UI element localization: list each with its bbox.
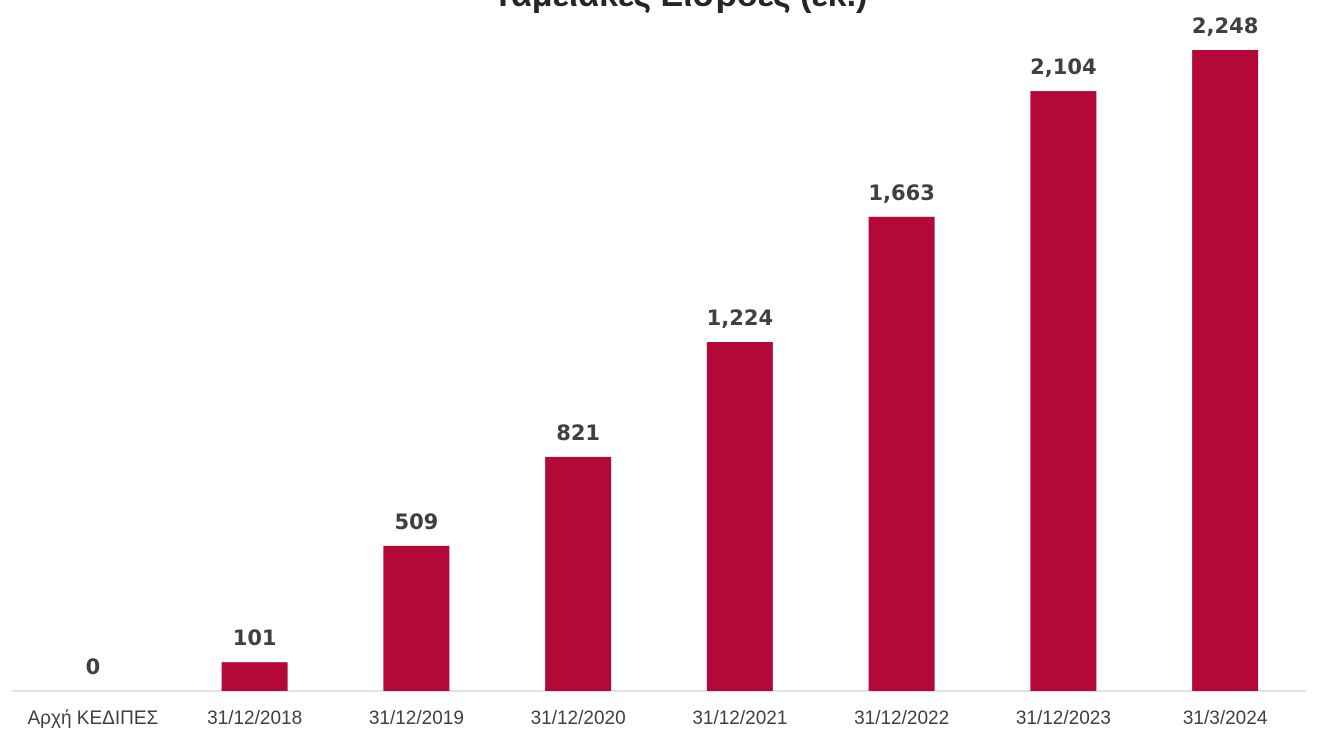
bars-group xyxy=(221,50,1259,692)
chart-title: Ταμειακές Εισροές (εκ.) xyxy=(493,0,868,14)
x-tick-label-7: 31/3/2024 xyxy=(1183,708,1268,729)
x-tick-label-3: 31/12/2020 xyxy=(531,708,626,729)
value-label-5: 1,663 xyxy=(868,181,934,205)
x-tick-label-0: Αρχή ΚΕΔΙΠΕΣ xyxy=(27,708,158,729)
value-label-1: 101 xyxy=(233,626,277,650)
x-tick-label-2: 31/12/2019 xyxy=(369,708,464,729)
bar-7 xyxy=(1192,50,1259,691)
bar-4 xyxy=(706,341,773,691)
x-tick-label-4: 31/12/2021 xyxy=(692,708,787,729)
value-label-0: 0 xyxy=(86,655,101,679)
value-label-7: 2,248 xyxy=(1192,14,1258,38)
bar-1 xyxy=(221,662,288,691)
x-tick-label-1: 31/12/2018 xyxy=(207,708,302,729)
x-tick-labels-group: Αρχή ΚΕΔΙΠΕΣ 31/12/2018 31/12/2019 31/12/20… xyxy=(27,708,1267,729)
x-tick-label-6: 31/12/2023 xyxy=(1016,708,1111,729)
value-label-3: 821 xyxy=(556,421,600,445)
bar-6 xyxy=(1030,91,1097,692)
value-label-6: 2,104 xyxy=(1030,55,1096,79)
bar-3 xyxy=(545,456,612,691)
value-labels-group: 0 101 509 821 1,224 1,663 2,104 2,248 xyxy=(86,14,1259,679)
x-tick-label-5: 31/12/2022 xyxy=(854,708,949,729)
value-label-2: 509 xyxy=(394,510,438,534)
bar-5 xyxy=(868,216,935,691)
value-label-4: 1,224 xyxy=(707,306,773,330)
bar-2 xyxy=(383,545,450,691)
